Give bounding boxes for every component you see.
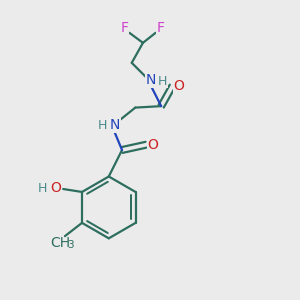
Text: F: F: [121, 21, 129, 35]
Text: O: O: [147, 138, 158, 152]
Text: N: N: [146, 73, 156, 87]
Text: H: H: [37, 182, 46, 195]
Text: O: O: [173, 79, 184, 93]
Text: O: O: [51, 181, 62, 195]
Text: 3: 3: [67, 240, 74, 250]
Text: H: H: [158, 75, 167, 88]
Text: N: N: [110, 118, 120, 132]
Text: F: F: [156, 21, 164, 35]
Text: CH: CH: [50, 236, 70, 250]
Text: H: H: [97, 119, 107, 132]
